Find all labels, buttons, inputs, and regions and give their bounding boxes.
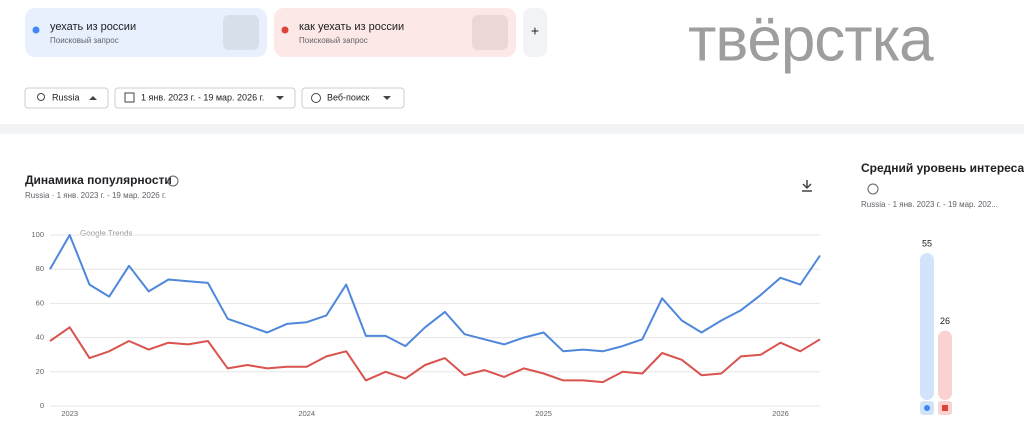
info-icon[interactable] — [867, 183, 879, 195]
chart-subtitle: Russia · 1 янв. 2023 г. - 19 мар. 2026 г… — [25, 191, 166, 200]
info-icon[interactable] — [167, 175, 179, 187]
calendar-icon — [124, 92, 135, 103]
filter-label: Russia — [52, 92, 80, 102]
globe-icon — [311, 93, 321, 103]
term-name: уехать из россии — [50, 21, 136, 33]
y-tick-label: 80 — [36, 264, 44, 273]
y-tick-label: 0 — [40, 401, 44, 410]
term-type: Поисковый запрос — [299, 36, 368, 45]
filter-label: Веб-поиск — [327, 92, 369, 102]
location-icon — [37, 93, 45, 101]
filter[interactable] — [114, 87, 296, 109]
term-name: как уехать из россии — [299, 21, 404, 33]
term-card[interactable] — [25, 8, 267, 57]
y-tick-label: 60 — [36, 298, 44, 307]
term-icon[interactable] — [472, 15, 508, 50]
x-tick-label: 2024 — [298, 409, 315, 418]
term-dot — [32, 26, 40, 34]
bar-marker — [942, 405, 948, 411]
x-tick-label: 2025 — [535, 409, 552, 418]
separator — [0, 124, 1024, 134]
filter-label: 1 янв. 2023 г. - 19 мар. 2026 г. — [141, 92, 264, 102]
series-line — [49, 234, 821, 353]
term-type: Поисковый запрос — [50, 36, 119, 45]
add-button[interactable] — [523, 8, 547, 57]
bar — [920, 253, 934, 400]
y-tick-label: 40 — [36, 333, 44, 342]
filter[interactable] — [301, 87, 405, 109]
filter[interactable] — [24, 87, 109, 109]
x-tick-label: 2023 — [61, 409, 78, 418]
bar-value: 26 — [940, 316, 950, 326]
y-tick-label: 100 — [31, 230, 44, 239]
term-icon[interactable] — [223, 15, 259, 50]
bar-subtitle: Russia · 1 янв. 2023 г. - 19 мар. 202... — [861, 200, 998, 209]
term-card[interactable] — [274, 8, 516, 57]
y-tick-label: 20 — [36, 367, 44, 376]
series-line — [49, 326, 821, 384]
bar-value: 55 — [922, 239, 932, 249]
x-tick-label: 2026 — [772, 409, 789, 418]
term-dot — [281, 26, 289, 34]
bar-marker — [924, 405, 930, 411]
bar-title: Средний уровень интереса — [861, 161, 1024, 175]
bar — [938, 330, 952, 400]
chart-title: Динамика популярности — [25, 173, 172, 187]
add-label: + — [531, 23, 539, 39]
logo: твёрстка — [688, 5, 934, 74]
watermark: Google Trends — [80, 229, 132, 238]
download-icon[interactable] — [802, 180, 812, 192]
